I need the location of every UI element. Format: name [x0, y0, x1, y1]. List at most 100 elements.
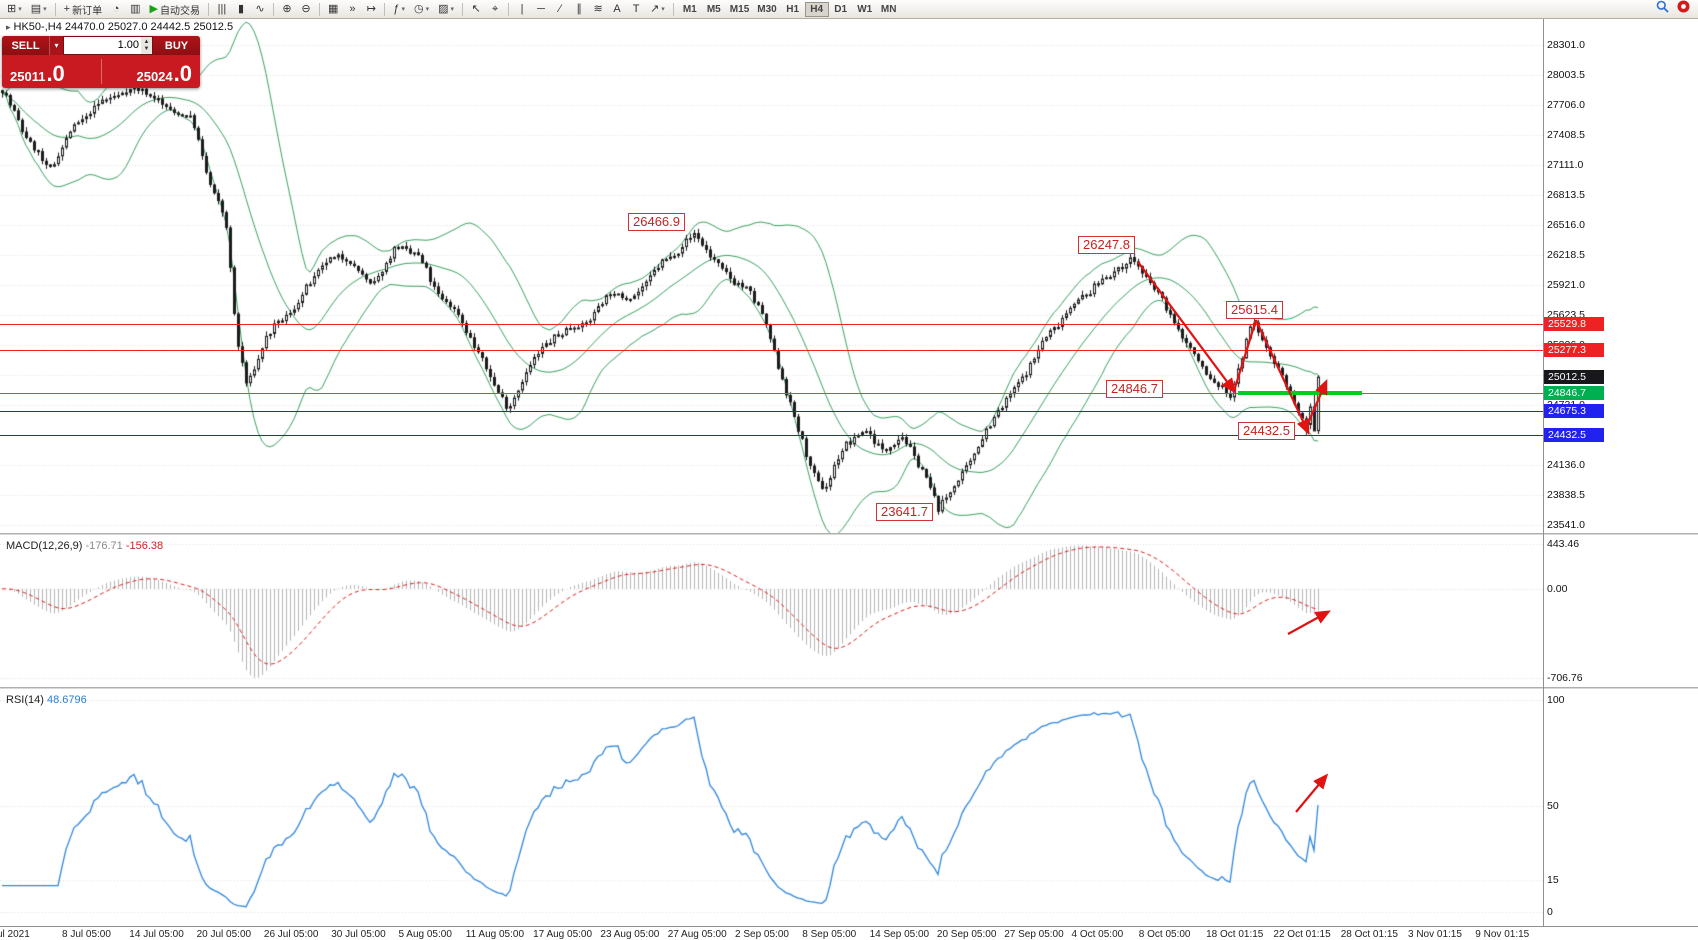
profiles-button[interactable]: ▤ ▾	[27, 1, 51, 17]
lot-decrease-button[interactable]: ▼	[143, 45, 150, 52]
zoom-in-button[interactable]: ⊕	[278, 1, 296, 17]
market-button[interactable]: ▥	[126, 1, 144, 17]
rsi-panel-separator[interactable]	[0, 687, 1698, 689]
main-chart-canvas[interactable]	[0, 18, 1543, 533]
channel-tool-button[interactable]: ∥	[570, 1, 588, 17]
price-axis-label: 25921.0	[1547, 278, 1585, 291]
new-chart-button[interactable]: ⊞ ▾	[3, 1, 26, 17]
timeframe-m15[interactable]: M15	[726, 2, 753, 17]
vertical-line-tool-button[interactable]: |	[513, 1, 531, 17]
timeframe-m5[interactable]: M5	[702, 2, 726, 17]
rsi-canvas[interactable]	[0, 690, 1543, 924]
vertical-line-tool-icon: |	[520, 2, 524, 15]
buy-button[interactable]: BUY	[153, 36, 200, 55]
time-axis-label: 14 Jul 05:00	[129, 929, 184, 940]
timeframe-w1[interactable]: W1	[853, 2, 877, 17]
timeframe-m30[interactable]: M30	[753, 2, 780, 17]
order-type-dropdown[interactable]: ▾	[49, 36, 63, 55]
line-chart-mode-button[interactable]: ∿	[251, 1, 269, 17]
price-badge-25277.3: 25277.3	[1544, 342, 1604, 357]
level-line-25529.8[interactable]	[0, 324, 1543, 325]
profiles-icon: ▤	[30, 2, 42, 15]
timeframe-m1[interactable]: M1	[678, 2, 702, 17]
price-callout-25615.4[interactable]: 25615.4	[1226, 301, 1283, 319]
horizontal-line-tool-icon: ─	[537, 2, 545, 15]
time-axis-label: 8 Sep 05:00	[802, 929, 857, 940]
candlestick-mode-icon: ▮	[237, 2, 244, 15]
timeframe-h1[interactable]: H1	[781, 2, 805, 17]
time-axis-label: 22 Oct 01:15	[1273, 929, 1331, 940]
timeframe-bar: M1 M5 M15 M30 H1 H4 D1 W1 MN	[678, 1, 901, 17]
trendline-tool-button[interactable]: ∕	[551, 1, 569, 17]
bar-chart-mode-button[interactable]: |||	[213, 1, 231, 17]
label-tool-button[interactable]: T	[627, 1, 645, 17]
templates-button[interactable]: ▨ ▾	[434, 1, 458, 17]
zoom-out-button[interactable]: ⊖	[297, 1, 315, 17]
rsi-axis-label: 50	[1547, 800, 1559, 812]
timeframe-d1[interactable]: D1	[829, 2, 853, 17]
autotrading-label: 自动交易	[159, 5, 200, 17]
level-line-25277.3[interactable]	[0, 350, 1543, 351]
crosshair-tool-button[interactable]: ⌖	[486, 1, 504, 17]
alerts-button[interactable]: ◔	[107, 1, 125, 17]
community-icon[interactable]	[1677, 0, 1690, 18]
horizontal-line-tool-button[interactable]: ─	[532, 1, 550, 17]
macd-label: MACD(12,26,9) -176.71 -156.38	[6, 540, 164, 552]
sell-button[interactable]: SELL	[2, 36, 49, 55]
price-axis-label: 26516.0	[1547, 218, 1585, 231]
toolbar-separator	[207, 2, 209, 16]
tile-windows-button[interactable]: ▦	[324, 1, 342, 17]
price-axis-separator[interactable]	[1543, 18, 1544, 926]
lot-size-value[interactable]: 1.00	[117, 39, 139, 51]
level-line-24675.3[interactable]	[0, 411, 1543, 412]
indicators-list-button[interactable]: ƒ ▾	[389, 1, 409, 17]
time-axis-label: Jul 2021	[0, 929, 30, 940]
autotrading-button[interactable]: ▶ 自动交易	[146, 1, 204, 17]
level-line-24432.5[interactable]	[0, 435, 1543, 436]
sell-price[interactable]: 25011.0	[10, 61, 65, 87]
timeframe-mn[interactable]: MN	[877, 2, 901, 17]
price-callout-26247.8[interactable]: 26247.8	[1078, 236, 1135, 254]
price-callout-24846.7[interactable]: 24846.7	[1106, 380, 1163, 398]
text-tool-button[interactable]: A	[608, 1, 626, 17]
price-callout-24432.5[interactable]: 24432.5	[1238, 422, 1295, 440]
auto-scroll-button[interactable]: »	[343, 1, 361, 17]
toolbar-separator	[462, 2, 464, 16]
cursor-tool-button[interactable]: ↖	[467, 1, 485, 17]
alerts-icon: ◔	[112, 2, 120, 15]
periods-button[interactable]: ◷ ▾	[410, 1, 433, 17]
support-segment[interactable]	[1238, 391, 1362, 396]
timeframe-h4[interactable]: H4	[804, 1, 829, 17]
toolbar-separator	[318, 2, 320, 16]
arrow-objects-button[interactable]: ↗ ▾	[646, 1, 669, 17]
macd-canvas[interactable]	[0, 536, 1543, 687]
lot-increase-button[interactable]: ▲	[143, 38, 150, 45]
fibonacci-tool-icon: ≋	[593, 2, 603, 15]
price-callout-26466.9[interactable]: 26466.9	[628, 213, 685, 231]
macd-panel-separator[interactable]	[0, 533, 1698, 535]
chart-shift-icon: ↦	[366, 2, 376, 15]
fibonacci-tool-button[interactable]: ≋	[589, 1, 607, 17]
candlestick-mode-button[interactable]: ▮	[232, 1, 250, 17]
time-axis-label: 30 Jul 05:00	[331, 929, 386, 940]
level-line-24846.7[interactable]	[0, 393, 1543, 394]
price-callout-23641.7[interactable]: 23641.7	[876, 503, 933, 521]
chevron-down-icon: ▾	[425, 6, 430, 13]
text-tool-icon: A	[613, 2, 621, 15]
expand-icon[interactable]: ▸	[6, 22, 11, 32]
price-badge-25012.5: 25012.5	[1544, 369, 1604, 384]
new-order-button[interactable]: + 新订单	[60, 1, 106, 17]
price-axis-label: 23541.0	[1547, 518, 1585, 531]
search-icon[interactable]	[1656, 0, 1669, 18]
lot-spinner: ▲ ▼	[141, 37, 152, 54]
buy-price[interactable]: 25024.0	[136, 61, 192, 87]
price-badge-25529.8: 25529.8	[1544, 317, 1604, 332]
rsi-axis-label: 0	[1547, 906, 1553, 918]
chart-shift-button[interactable]: ↦	[362, 1, 380, 17]
macd-axis-label: 443.46	[1547, 538, 1580, 550]
chevron-down-icon: ▾	[54, 41, 59, 50]
price-axis-label: 24136.0	[1547, 458, 1585, 471]
lot-size-field[interactable]: 1.00 ▲ ▼	[63, 36, 153, 55]
time-axis[interactable]: Jul 2021 8 Jul 05:00 14 Jul 05:00 20 Jul 05…	[0, 926, 1698, 940]
